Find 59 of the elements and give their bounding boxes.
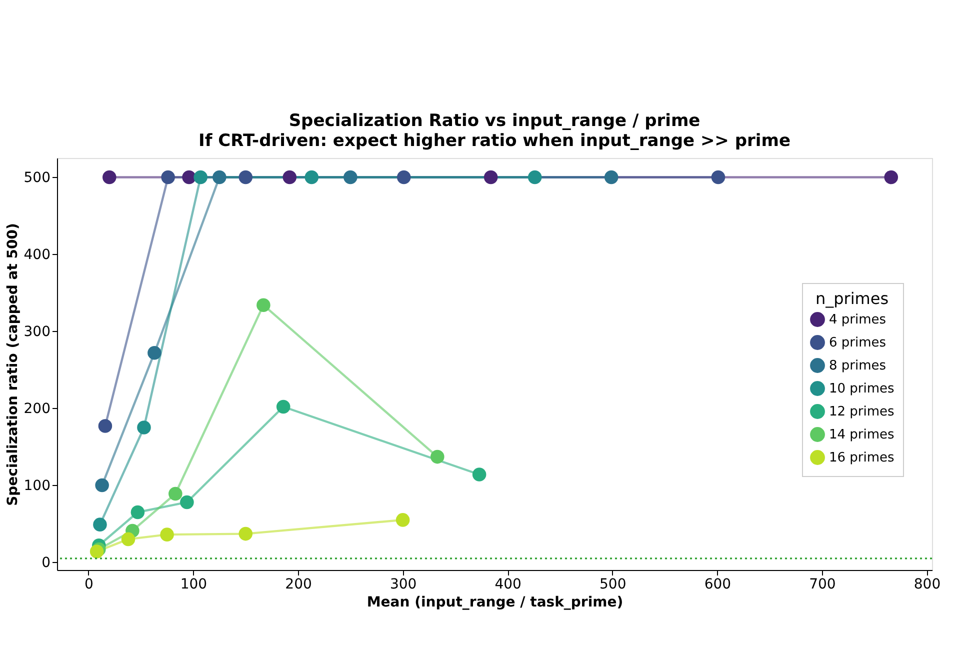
point <box>238 170 253 184</box>
point <box>276 400 290 414</box>
x-tick-label: 200 <box>285 576 312 592</box>
point <box>93 518 107 532</box>
x-tick-label: 800 <box>914 576 941 592</box>
point <box>98 419 112 433</box>
point <box>484 170 498 184</box>
point <box>212 170 226 184</box>
point <box>130 505 145 520</box>
point <box>161 170 175 184</box>
y-tick-label: 500 <box>24 170 50 186</box>
legend-label: 6 primes <box>829 336 886 350</box>
point <box>430 450 444 464</box>
x-tick-label: 500 <box>600 576 626 592</box>
legend-title: n_primes <box>815 289 889 308</box>
point <box>282 170 297 184</box>
y-tick-label: 300 <box>24 324 50 340</box>
legend-label: 8 primes <box>829 358 886 374</box>
point <box>528 170 542 184</box>
point <box>160 528 174 542</box>
point <box>102 170 116 184</box>
point <box>148 346 162 360</box>
point <box>472 468 486 482</box>
chart-title: Specialization Ratio vs input_range / prime <box>288 111 700 131</box>
x-axis-title: Mean (input_range / task_prime) <box>366 594 624 610</box>
point <box>396 170 411 184</box>
point <box>884 170 898 184</box>
point <box>90 544 104 558</box>
point <box>604 170 618 184</box>
point <box>304 170 319 184</box>
y-tick-label: 200 <box>24 400 50 417</box>
legend-label: 16 primes <box>829 450 895 466</box>
x-tick-label: 400 <box>494 576 522 592</box>
x-tick-label: 100 <box>180 576 208 592</box>
y-axis-title: Specialization ratio (capped at 500) <box>4 223 21 506</box>
point <box>95 478 109 492</box>
x-tick-label: 0 <box>84 576 94 592</box>
point <box>182 170 196 184</box>
point <box>168 486 182 501</box>
point <box>194 170 208 184</box>
x-tick-label: 600 <box>704 576 732 592</box>
legend-label: 10 primes <box>829 382 895 396</box>
y-tick-label: 0 <box>42 554 50 571</box>
point <box>180 495 194 510</box>
x-tick-label: 300 <box>390 576 417 592</box>
point <box>238 526 253 541</box>
y-tick-label: 400 <box>24 246 50 263</box>
legend-label: 12 primes <box>829 404 895 420</box>
point <box>711 170 726 184</box>
point <box>256 298 270 312</box>
legend-label: 4 primes <box>829 312 886 328</box>
chart-subtitle: If CRT-driven: expect higher ratio when input_range >> prime <box>198 131 790 151</box>
point <box>121 532 136 546</box>
y-tick-label: 100 <box>24 478 50 494</box>
point <box>137 420 151 434</box>
point <box>344 170 358 184</box>
point <box>396 513 410 527</box>
legend-label: 14 primes <box>829 428 895 442</box>
x-tick-label: 700 <box>809 576 836 592</box>
